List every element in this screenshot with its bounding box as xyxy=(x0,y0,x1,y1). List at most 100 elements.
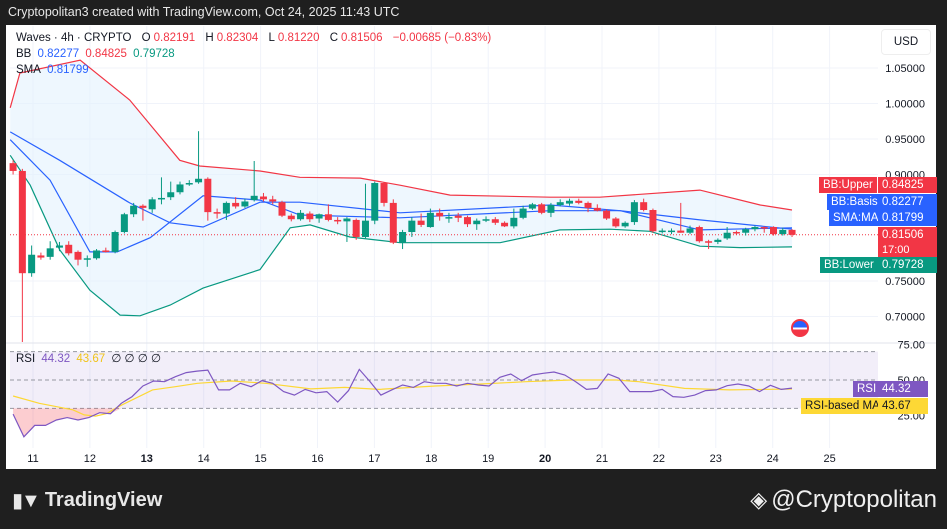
candle-body xyxy=(788,229,796,235)
candle-body xyxy=(593,207,601,211)
candle-body xyxy=(324,214,332,220)
candle-body xyxy=(176,184,184,193)
bb-basis-tag-label: BB:Basis xyxy=(827,194,882,210)
candle-body xyxy=(389,202,397,243)
sma-value: 0.81799 xyxy=(47,64,89,76)
candle-body xyxy=(222,202,230,214)
rsi-tag-value: 44.32 xyxy=(878,381,928,397)
candle-body xyxy=(695,227,703,242)
open-value: 0.82191 xyxy=(153,32,196,44)
x-tick-label: 17 xyxy=(368,453,380,465)
watermark-text: @Cryptopolitan xyxy=(771,486,937,513)
watermark: ◈ @Cryptopolitan xyxy=(750,486,937,514)
bb-lower-line xyxy=(9,154,793,317)
y-tick-label: 0.70000 xyxy=(885,312,925,324)
candle-body xyxy=(371,183,379,221)
x-tick-label: 15 xyxy=(254,453,266,465)
candle-body xyxy=(83,258,91,260)
x-tick-label: 25 xyxy=(823,453,835,465)
rsi-tick-label: 75.00 xyxy=(897,340,925,352)
binance-diamond-icon: ◈ xyxy=(750,487,768,512)
sma-legend[interactable]: SMA 0.81799 xyxy=(16,64,92,76)
bb-upper-tag-label: BB:Upper xyxy=(819,177,877,193)
candle-body xyxy=(102,250,110,252)
candle-body xyxy=(55,245,63,248)
high-label: H xyxy=(205,32,214,44)
rsi-extra-values: ∅ ∅ ∅ ∅ xyxy=(111,353,161,365)
candle-body xyxy=(612,218,620,227)
bb-basis-tag-value: 0.82277 xyxy=(878,194,937,210)
candle-body xyxy=(584,202,592,208)
candle-body xyxy=(519,208,527,218)
candle-body xyxy=(120,214,128,233)
bb-label: BB xyxy=(16,48,32,60)
candle-body xyxy=(640,202,648,210)
last-price-tag: 0.81506 xyxy=(878,227,937,243)
x-tick-label: 19 xyxy=(482,453,494,465)
open-label: O xyxy=(141,32,151,44)
candle-body xyxy=(426,212,434,228)
candle-body xyxy=(241,201,249,207)
candle-body xyxy=(445,217,453,219)
candle-body xyxy=(259,196,267,200)
candle-body xyxy=(463,217,471,225)
candle-body xyxy=(482,219,490,221)
candle-body xyxy=(185,183,193,185)
candle-body xyxy=(139,205,147,208)
rsi-label: RSI xyxy=(16,353,36,365)
candle-body xyxy=(705,241,713,243)
change-value: −0.00685 (−0.83%) xyxy=(392,32,492,44)
bb-lower-value: 0.79728 xyxy=(133,48,175,60)
candle-body xyxy=(649,210,657,232)
candle-body xyxy=(315,214,323,219)
symbol-title[interactable]: Waves · 4h · CRYPTO xyxy=(16,32,132,44)
candle-body xyxy=(306,213,314,220)
sma-line xyxy=(9,139,793,253)
candle-body xyxy=(361,220,369,237)
x-tick-label: 14 xyxy=(198,453,210,465)
candle-body xyxy=(621,222,629,227)
y-tick-label: 0.95000 xyxy=(885,134,925,146)
bar-countdown: 17:00 xyxy=(878,242,937,258)
candle-body xyxy=(28,254,36,274)
attribution-text: Cryptopolitan3 created with TradingView.… xyxy=(8,5,400,19)
rsi-value: 44.32 xyxy=(41,353,71,365)
candle-body xyxy=(454,215,462,218)
us-flag-event-icon[interactable] xyxy=(791,319,809,337)
tradingview-brand: TradingView xyxy=(44,489,163,511)
candle-body xyxy=(269,199,277,202)
candle-body xyxy=(436,212,444,217)
rsi-legend[interactable]: RSI 44.32 43.67 ∅ ∅ ∅ ∅ xyxy=(16,351,164,365)
bb-legend[interactable]: BB 0.82277 0.84825 0.79728 xyxy=(16,48,178,60)
candle-body xyxy=(232,202,240,207)
candle-body xyxy=(760,227,768,229)
candle-body xyxy=(667,230,675,233)
high-value: 0.82304 xyxy=(216,32,259,44)
candle-body xyxy=(603,210,611,219)
rsi-line xyxy=(12,368,793,438)
x-tick-label: 18 xyxy=(425,453,437,465)
bb-upper-line xyxy=(9,59,793,211)
low-label: L xyxy=(268,32,275,44)
low-value: 0.81220 xyxy=(277,32,320,44)
x-tick-label: 20 xyxy=(539,453,551,465)
x-tick-label: 23 xyxy=(710,453,722,465)
currency-button[interactable]: USD xyxy=(881,29,931,55)
tv-logo-icon: ▮▼ xyxy=(12,490,41,512)
candle-body xyxy=(417,220,425,225)
candle-body xyxy=(501,222,509,227)
x-tick-label: 22 xyxy=(653,453,665,465)
candle-body xyxy=(18,170,26,274)
candle-body xyxy=(343,218,351,222)
candle-body xyxy=(204,178,212,213)
candle-body xyxy=(723,232,731,239)
x-tick-label: 11 xyxy=(27,453,38,465)
rsi-ma-value: 43.67 xyxy=(76,353,106,365)
candle-body xyxy=(547,205,555,213)
tradingview-logo[interactable]: ▮▼ TradingView xyxy=(12,488,162,513)
candle-body xyxy=(213,212,221,214)
candle-body xyxy=(742,229,750,233)
x-tick-label: 13 xyxy=(141,453,153,465)
bb-band-fill xyxy=(10,60,793,316)
